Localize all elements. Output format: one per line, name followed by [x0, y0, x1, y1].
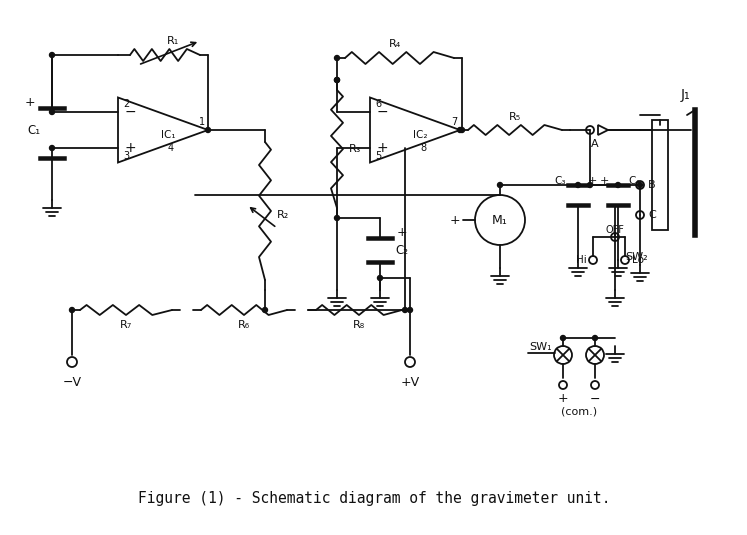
Text: R₈: R₈ — [353, 320, 365, 330]
Text: −: − — [376, 105, 388, 119]
Text: IC₂: IC₂ — [413, 130, 427, 140]
Text: R₆: R₆ — [238, 320, 250, 330]
Text: OFF: OFF — [606, 225, 624, 235]
Text: R₁: R₁ — [167, 36, 179, 46]
Circle shape — [592, 335, 598, 340]
Circle shape — [459, 127, 465, 133]
Circle shape — [408, 308, 412, 312]
Text: A: A — [591, 139, 599, 149]
Text: C₂: C₂ — [395, 243, 409, 256]
Text: C₄: C₄ — [628, 176, 640, 186]
Text: −: − — [589, 393, 601, 406]
Circle shape — [560, 335, 565, 340]
Text: C: C — [648, 210, 656, 220]
Circle shape — [262, 308, 267, 312]
Text: R₂: R₂ — [277, 210, 289, 220]
Circle shape — [587, 182, 592, 187]
Text: B: B — [648, 180, 656, 190]
Text: +: + — [397, 225, 407, 239]
Circle shape — [377, 276, 382, 280]
Text: R₅: R₅ — [509, 112, 521, 122]
Circle shape — [49, 52, 55, 57]
Text: SW₂: SW₂ — [626, 252, 648, 262]
Text: Lo: Lo — [632, 255, 644, 265]
Circle shape — [637, 182, 642, 187]
Text: 7: 7 — [451, 117, 457, 127]
Text: M₁: M₁ — [492, 213, 508, 226]
Text: R₇: R₇ — [120, 320, 132, 330]
Text: R₃: R₃ — [349, 144, 362, 154]
Circle shape — [575, 182, 580, 187]
Circle shape — [335, 56, 339, 60]
Text: +: + — [558, 393, 568, 406]
Text: C₁: C₁ — [28, 124, 40, 136]
Circle shape — [49, 110, 55, 114]
Circle shape — [403, 308, 408, 312]
Text: J₁: J₁ — [681, 88, 689, 102]
Text: +: + — [599, 176, 609, 186]
Circle shape — [335, 216, 339, 220]
Text: C₃: C₃ — [554, 176, 565, 186]
Text: SW₁: SW₁ — [530, 342, 552, 352]
Circle shape — [616, 182, 621, 187]
Text: +: + — [450, 213, 460, 226]
Text: (com.): (com.) — [561, 407, 597, 417]
Circle shape — [49, 146, 55, 150]
Text: −: − — [124, 105, 136, 119]
Text: R₄: R₄ — [388, 39, 400, 49]
Text: +: + — [587, 176, 597, 186]
Text: Hi: Hi — [576, 255, 586, 265]
Circle shape — [498, 182, 503, 187]
Text: 8: 8 — [420, 143, 426, 153]
Text: 5: 5 — [375, 151, 381, 161]
Text: IC₁: IC₁ — [161, 130, 176, 140]
Circle shape — [457, 127, 462, 133]
Circle shape — [335, 78, 339, 82]
Text: −V: −V — [63, 376, 81, 388]
Text: 1: 1 — [199, 117, 205, 127]
Text: 3: 3 — [123, 151, 129, 161]
Circle shape — [335, 78, 339, 82]
Circle shape — [205, 127, 211, 133]
Text: 2: 2 — [123, 99, 129, 109]
Text: 4: 4 — [168, 143, 174, 153]
Text: Figure (1) - Schematic diagram of the gravimeter unit.: Figure (1) - Schematic diagram of the gr… — [137, 491, 610, 506]
Text: 6: 6 — [375, 99, 381, 109]
Text: +: + — [376, 141, 388, 155]
Text: +V: +V — [400, 376, 420, 388]
Circle shape — [69, 308, 75, 312]
Text: +: + — [25, 96, 35, 109]
Text: +: + — [124, 141, 136, 155]
